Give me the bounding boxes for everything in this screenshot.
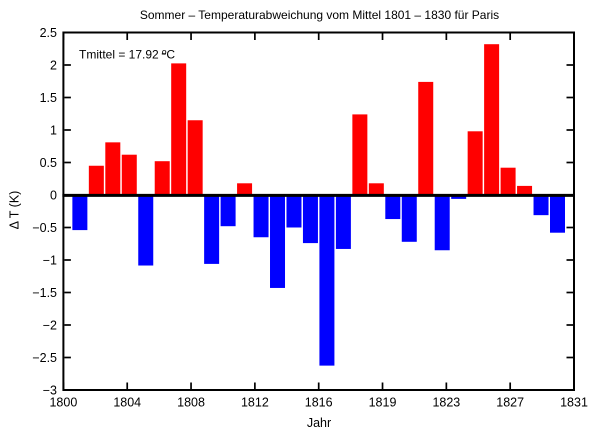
svg-text:1804: 1804 — [113, 396, 141, 410]
svg-text:0: 0 — [50, 188, 57, 202]
svg-text:−1.5: −1.5 — [32, 286, 57, 300]
svg-text:−1: −1 — [43, 253, 57, 267]
svg-text:0.5: 0.5 — [40, 156, 57, 170]
svg-text:−3: −3 — [43, 383, 57, 397]
svg-text:1: 1 — [50, 123, 57, 137]
svg-text:2.5: 2.5 — [40, 26, 57, 40]
svg-text:2: 2 — [50, 58, 57, 72]
svg-text:Δ T (K): Δ T (K) — [8, 191, 22, 230]
svg-text:1827: 1827 — [496, 396, 524, 410]
svg-text:−2: −2 — [43, 318, 57, 332]
svg-text:1831: 1831 — [560, 396, 588, 410]
svg-text:1808: 1808 — [177, 396, 205, 410]
svg-text:1816: 1816 — [305, 396, 333, 410]
svg-text:Tmittel = 17.92 ºC: Tmittel = 17.92 ºC — [79, 47, 175, 61]
svg-text:1.5: 1.5 — [40, 91, 57, 105]
svg-text:1800: 1800 — [49, 396, 77, 410]
svg-text:Sommer – Temperaturabweichung: Sommer – Temperaturabweichung vom Mittel… — [140, 8, 499, 22]
svg-text:Jahr: Jahr — [307, 416, 331, 430]
svg-text:−0.5: −0.5 — [32, 221, 57, 235]
svg-text:1819: 1819 — [369, 396, 397, 410]
svg-text:1812: 1812 — [241, 396, 269, 410]
svg-text:1823: 1823 — [432, 396, 460, 410]
svg-text:−2.5: −2.5 — [32, 351, 57, 365]
